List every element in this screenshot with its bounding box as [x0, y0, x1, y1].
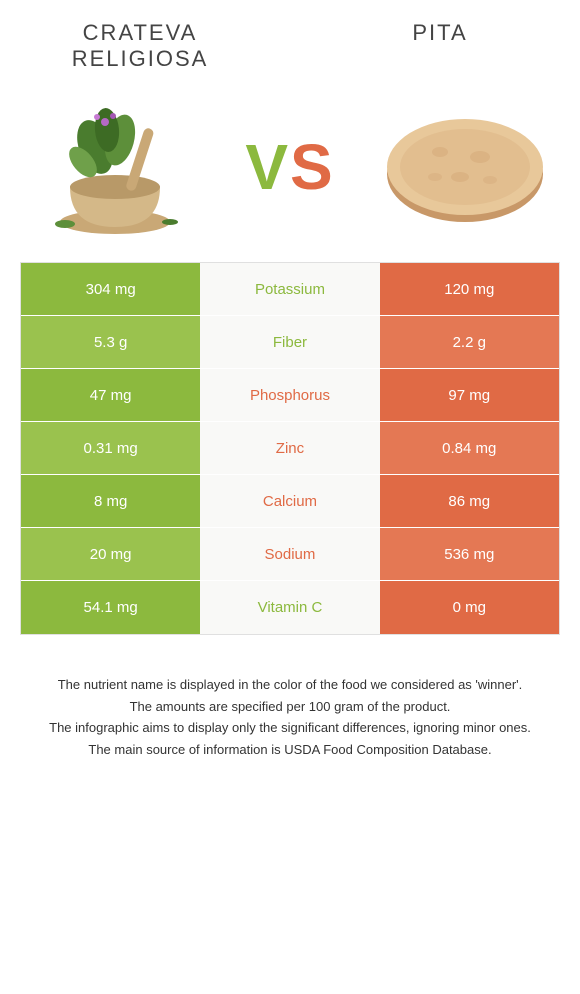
vs-s: S [290, 131, 335, 203]
table-row: 54.1 mgVitamin C0 mg [21, 581, 559, 634]
nutrient-table: 304 mgPotassium120 mg5.3 gFiber2.2 g47 m… [20, 262, 560, 635]
pita-icon [380, 102, 550, 232]
header-right: Pita [340, 20, 540, 72]
images-row: VS [0, 82, 580, 262]
table-row: 47 mgPhosphorus97 mg [21, 369, 559, 422]
left-value: 54.1 mg [21, 581, 200, 634]
table-row: 5.3 gFiber2.2 g [21, 316, 559, 369]
left-value: 5.3 g [21, 316, 200, 368]
table-row: 0.31 mgZinc0.84 mg [21, 422, 559, 475]
right-food-title: Pita [340, 20, 540, 46]
table-row: 20 mgSodium536 mg [21, 528, 559, 581]
right-value: 0.84 mg [380, 422, 559, 474]
left-value: 304 mg [21, 263, 200, 315]
left-food-image [30, 92, 200, 242]
footer-line-4: The main source of information is USDA F… [30, 740, 550, 760]
footer-line-3: The infographic aims to display only the… [30, 718, 550, 738]
nutrient-label: Vitamin C [200, 581, 379, 634]
nutrient-label: Calcium [200, 475, 379, 527]
right-value: 86 mg [380, 475, 559, 527]
right-value: 120 mg [380, 263, 559, 315]
vs-label: VS [245, 130, 334, 204]
nutrient-label: Phosphorus [200, 369, 379, 421]
footer-line-2: The amounts are specified per 100 gram o… [30, 697, 550, 717]
right-food-image [380, 92, 550, 242]
right-value: 97 mg [380, 369, 559, 421]
nutrient-label: Zinc [200, 422, 379, 474]
right-value: 536 mg [380, 528, 559, 580]
nutrient-label: Fiber [200, 316, 379, 368]
left-value: 20 mg [21, 528, 200, 580]
left-value: 47 mg [21, 369, 200, 421]
mortar-herbs-icon [35, 92, 195, 242]
footer-notes: The nutrient name is displayed in the co… [0, 635, 580, 781]
left-value: 0.31 mg [21, 422, 200, 474]
footer-line-1: The nutrient name is displayed in the co… [30, 675, 550, 695]
nutrient-label: Sodium [200, 528, 379, 580]
table-row: 304 mgPotassium120 mg [21, 263, 559, 316]
left-value: 8 mg [21, 475, 200, 527]
table-row: 8 mgCalcium86 mg [21, 475, 559, 528]
left-food-title: Crateva religiosa [40, 20, 240, 72]
right-value: 0 mg [380, 581, 559, 634]
vs-v: V [245, 131, 290, 203]
nutrient-label: Potassium [200, 263, 379, 315]
header-left: Crateva religiosa [40, 20, 240, 72]
right-value: 2.2 g [380, 316, 559, 368]
header: Crateva religiosa Pita [0, 0, 580, 82]
